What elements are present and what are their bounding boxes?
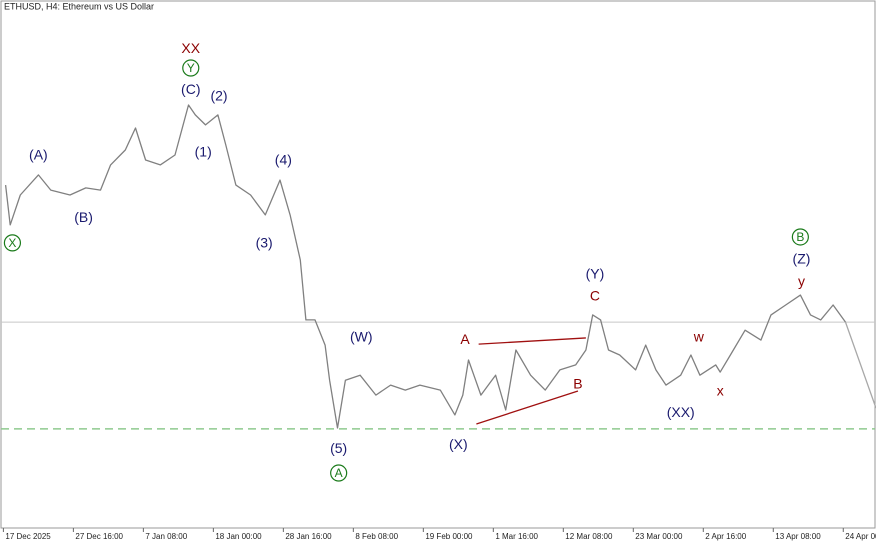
wave-label: (X) — [449, 436, 468, 452]
x-tick-label: 27 Dec 16:00 — [75, 532, 123, 541]
wave-label: A — [335, 466, 343, 480]
wave-label: (XX) — [667, 404, 695, 420]
plot-frame — [0, 0, 876, 529]
wave-label: x — [717, 383, 724, 399]
x-tick-label: 17 Dec 2025 — [5, 532, 51, 541]
wave-circle — [330, 464, 348, 482]
wave-label: y — [798, 273, 805, 289]
x-tick-label: 1 Mar 16:00 — [495, 532, 538, 541]
x-tick-label: 24 Apr 00 — [845, 532, 876, 541]
wave-label: (Z) — [793, 251, 811, 267]
wave-label: C — [590, 288, 600, 304]
x-tick-label: 28 Jan 16:00 — [285, 532, 332, 541]
x-tick-label: 18 Jan 00:00 — [215, 532, 262, 541]
wave-circle — [182, 59, 200, 77]
wave-label: (4) — [275, 152, 292, 168]
wave-label: XX — [181, 40, 200, 56]
price-line — [844, 321, 876, 409]
wave-label: (B) — [74, 209, 93, 225]
wave-circle — [791, 228, 809, 246]
x-tick-label: 19 Feb 00:00 — [425, 532, 473, 541]
x-tick-label: 2 Apr 16:00 — [705, 532, 746, 541]
wave-label: Y — [187, 61, 195, 75]
wave-label: (2) — [210, 88, 227, 104]
wave-label: (5) — [330, 440, 347, 456]
x-tick-label: 7 Jan 08:00 — [145, 532, 187, 541]
wave-label: (W) — [350, 329, 373, 345]
wave-label: (Y) — [586, 266, 605, 282]
trend-line — [476, 390, 579, 425]
x-tick-label: 23 Mar 00:00 — [635, 532, 683, 541]
wave-label: X — [8, 236, 16, 250]
wave-label: A — [460, 331, 470, 347]
x-tick-label: 8 Feb 08:00 — [355, 532, 398, 541]
wave-label: (C) — [181, 81, 200, 97]
wave-label: (1) — [195, 144, 212, 160]
wave-label: B — [796, 230, 804, 244]
wave-label: (3) — [256, 235, 273, 251]
trend-line — [478, 337, 586, 345]
x-tick-label: 13 Apr 08:00 — [775, 532, 821, 541]
wave-circle — [3, 234, 22, 252]
x-tick-label: 12 Mar 08:00 — [565, 532, 613, 541]
price-line — [4, 104, 847, 429]
wave-label: B — [573, 376, 582, 392]
wave-label: w — [693, 329, 705, 345]
wave-label: (A) — [29, 147, 48, 163]
chart-title: ETHUSD, H4: Ethereum vs US Dollar — [4, 1, 154, 11]
